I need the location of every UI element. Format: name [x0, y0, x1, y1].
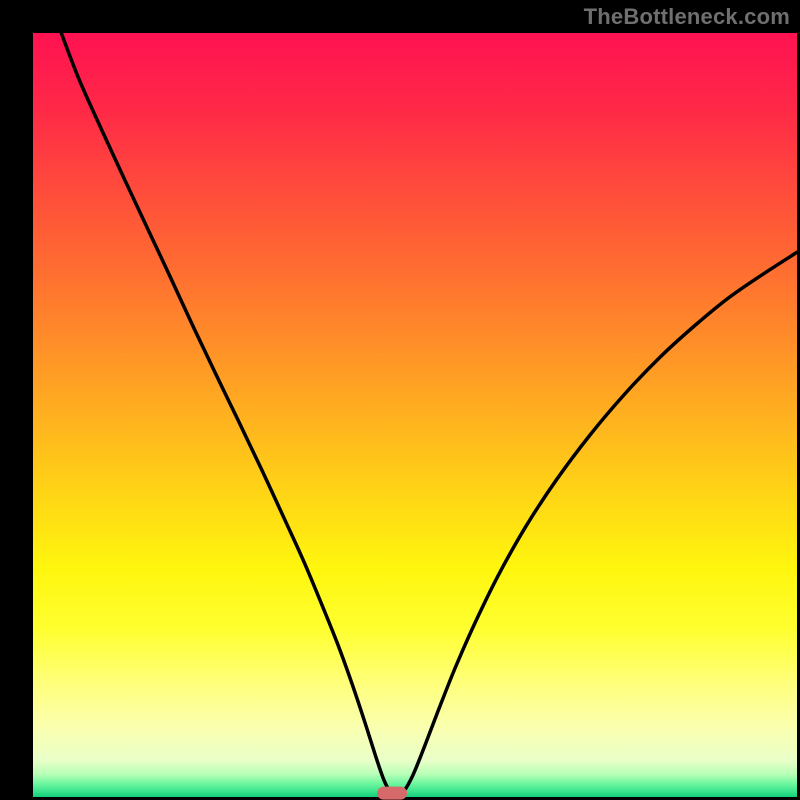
chart-root: { "watermark": { "text": "TheBottleneck.…: [0, 0, 800, 800]
plot-background: [33, 33, 797, 797]
bottleneck-chart: [0, 0, 800, 800]
minimum-marker: [377, 787, 407, 800]
watermark-text: TheBottleneck.com: [584, 4, 790, 30]
